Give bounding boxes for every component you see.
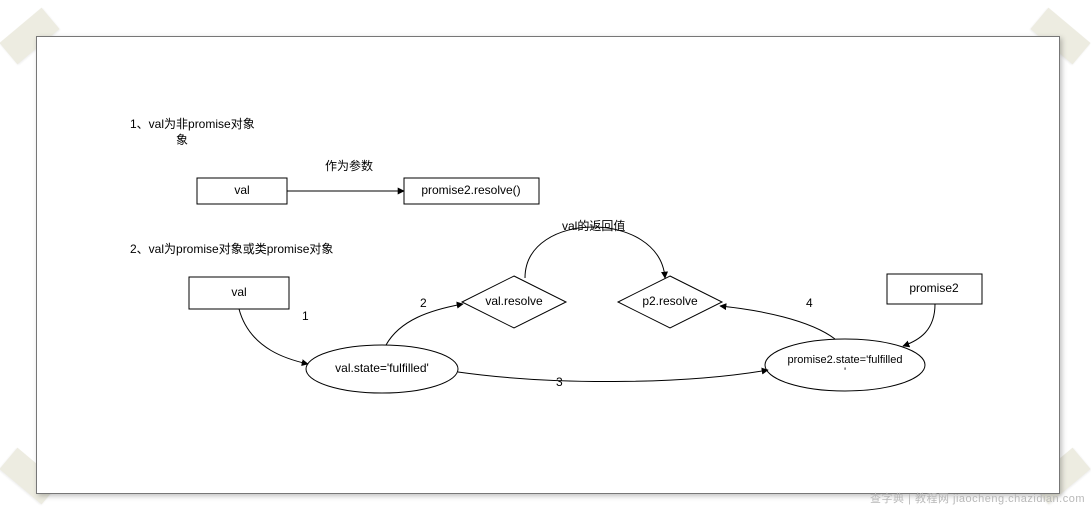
edge-return bbox=[525, 227, 665, 278]
section1-heading-wrap: 象 bbox=[176, 133, 188, 147]
node-p2state-label: promise2.state='fulfilled bbox=[788, 354, 903, 366]
section2-heading: 2、val为promise对象或类promise对象 bbox=[130, 242, 333, 256]
edge-4 bbox=[720, 306, 835, 339]
edge-1-label: 1 bbox=[302, 309, 309, 323]
node-valresolve-label: val.resolve bbox=[485, 294, 543, 308]
diagram-svg: 1、val为非promise对象 象 val promise2.resolve(… bbox=[0, 0, 1091, 510]
edge-5 bbox=[903, 304, 935, 346]
node-promise2-resolve-label: promise2.resolve() bbox=[421, 183, 520, 197]
edge-1 bbox=[239, 309, 308, 364]
edge-return-label: val的返回值 bbox=[562, 218, 625, 233]
node-p2resolve-label: p2.resolve bbox=[642, 294, 698, 308]
edge-2 bbox=[386, 304, 463, 345]
section1-heading: 1、val为非promise对象 bbox=[130, 117, 255, 131]
node-val-1-label: val bbox=[234, 183, 249, 197]
node-promise2-label: promise2 bbox=[909, 281, 959, 295]
edge-4-label: 4 bbox=[806, 296, 813, 310]
edge-s1-label: 作为参数 bbox=[325, 158, 373, 173]
node-p2state-label2: ' bbox=[844, 366, 846, 378]
edge-3-label: 3 bbox=[556, 375, 563, 389]
edge-3 bbox=[458, 370, 768, 382]
edge-2-label: 2 bbox=[420, 296, 427, 310]
node-valstate-label: val.state='fulfilled' bbox=[335, 361, 429, 375]
node-val-2-label: val bbox=[231, 285, 246, 299]
watermark: 查字典 | 教程网 jiaocheng.chazidian.com bbox=[870, 490, 1085, 506]
